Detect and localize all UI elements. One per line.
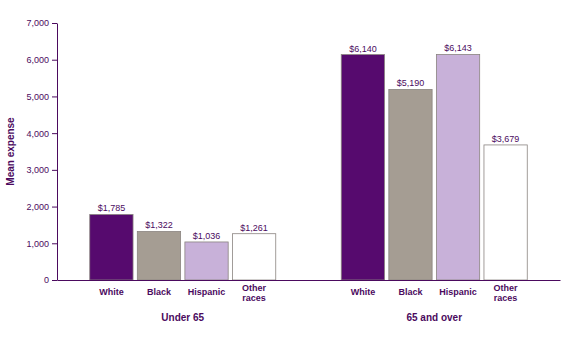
bar-category-label: Hispanic	[439, 287, 477, 297]
x-axis-line	[58, 280, 561, 281]
y-tick: 0	[44, 275, 57, 285]
y-tick-label: 3,000	[26, 165, 49, 175]
group-label: 65 and over	[406, 312, 462, 323]
y-axis-line	[57, 24, 58, 281]
chart: 0 1,000 2,000 3,000 4,000 5,000 6,000 7,000 Unde…	[0, 0, 577, 338]
bar	[137, 231, 180, 280]
data-label: $5,190	[397, 78, 425, 88]
bar	[232, 234, 275, 280]
y-tick-mark	[52, 60, 57, 61]
bar-category-label: Otherraces	[242, 283, 267, 303]
bar-category-label: Black	[147, 287, 172, 297]
y-tick-mark	[52, 280, 57, 281]
bar-category-label: Otherraces	[494, 283, 519, 303]
data-label: $3,679	[492, 134, 520, 144]
bar	[341, 55, 384, 280]
bar-category-label: White	[351, 287, 376, 297]
y-tick: 2,000	[26, 202, 57, 212]
y-tick-mark	[52, 133, 57, 134]
y-tick-mark	[52, 23, 57, 24]
bar	[389, 89, 432, 280]
y-tick-mark	[52, 207, 57, 208]
y-tick: 5,000	[26, 92, 57, 102]
bar-category-label: Black	[398, 287, 423, 297]
labels: $1,785 White $1,322 Black $1,036 Hispanic $1,2…	[98, 43, 520, 303]
y-tick-mark	[52, 96, 57, 97]
bar	[484, 145, 527, 280]
y-tick: 3,000	[26, 165, 57, 175]
y-tick: 7,000	[26, 18, 57, 28]
y-tick-label: 5,000	[26, 92, 49, 102]
y-tick-label: 7,000	[26, 18, 49, 28]
y-tick-label: 0	[44, 275, 49, 285]
y-tick-mark	[52, 243, 57, 244]
y-tick-mark	[52, 170, 57, 171]
y-tick-label: 2,000	[26, 202, 49, 212]
data-label: $1,261	[240, 223, 268, 233]
y-axis-title: Mean expense	[5, 117, 16, 186]
y-tick: 6,000	[26, 55, 57, 65]
data-label: $1,322	[145, 220, 173, 230]
bar	[436, 54, 479, 280]
y-axis: 0 1,000 2,000 3,000 4,000 5,000 6,000 7,000	[26, 18, 57, 285]
bars	[90, 54, 528, 280]
y-tick-label: 6,000	[26, 55, 49, 65]
y-tick: 4,000	[26, 129, 57, 139]
group-label: Under 65	[161, 312, 204, 323]
bar	[185, 242, 228, 280]
data-label: $6,143	[444, 43, 472, 53]
y-tick: 1,000	[26, 239, 57, 249]
bar-category-label: Hispanic	[188, 287, 226, 297]
bar-category-label: White	[99, 287, 124, 297]
data-label: $1,036	[193, 231, 221, 241]
x-axis: Under 65 65 and over	[58, 280, 561, 323]
bar	[90, 214, 133, 280]
y-tick-label: 4,000	[26, 129, 49, 139]
y-tick-label: 1,000	[26, 239, 49, 249]
data-label: $6,140	[349, 44, 377, 54]
data-label: $1,785	[98, 203, 126, 213]
